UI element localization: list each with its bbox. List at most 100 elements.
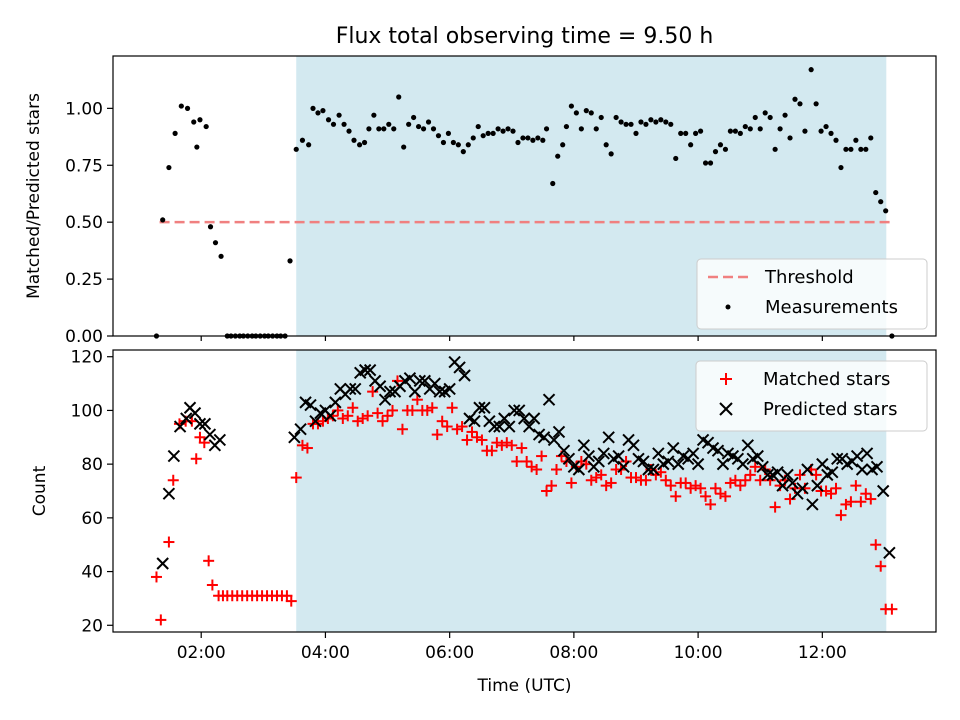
measurement-point [299,137,306,143]
measurement-point [184,105,191,111]
measurement-point [445,130,452,136]
matched-star-point [516,442,528,454]
matched-legend-label: Matched stars [763,369,890,390]
measurement-point [787,135,793,141]
matched-star-point [665,480,677,492]
predicted-star-point [597,447,610,460]
predicted-star-point [572,463,586,476]
predicted-star-point [751,449,764,463]
predicted-star-point [309,414,322,428]
predicted-star-point [557,444,571,457]
x-tick-label: 04:00 [301,643,350,663]
measurement-point [194,144,200,150]
x-tick-label: 12:00 [798,643,847,663]
measurement-point [525,135,531,141]
predicted-star-point [503,420,516,433]
measurement-point [722,146,729,152]
measurement-point [767,114,773,121]
matched-star-point [506,439,518,451]
predicted-star-point [796,482,809,495]
measurement-point [608,151,614,157]
predicted-star-point [193,417,207,431]
predicted-star-point [562,452,576,465]
top-legend-box [696,258,928,330]
measurement-point [320,108,326,114]
matched-star-point [754,474,766,486]
measurement-point [797,101,803,107]
predicted-star-point [488,420,501,433]
predicted-star-point [324,409,337,423]
predicted-star-point [378,393,392,406]
matched-stars-points [150,375,898,626]
predicted-star-point [642,463,655,476]
matched-star-point [784,493,796,505]
top-y-axis: 0.00 0.25 0.50 0.75 1.00 [65,99,113,347]
matched-star-point [845,496,857,508]
predicted-star-point [582,449,595,463]
matched-star-point [347,402,359,414]
measurement-point [450,139,456,146]
measurement-point [663,119,669,125]
matched-star-point [382,410,394,422]
matched-star-point [190,453,202,465]
measurement-point [306,142,312,148]
measurement-point [702,160,709,166]
bottom-y-axis: 20 40 60 80 100 120 [71,348,113,636]
measurement-point [782,112,788,118]
predicted-star-point [883,546,896,559]
predicted-legend-label: Predicted stars [763,399,897,420]
measurement-point [485,130,491,136]
matched-star-point [739,474,751,486]
y-tick-label: 60 [81,509,103,529]
predicted-star-point [156,557,169,570]
matched-star-point [541,485,553,497]
predicted-star-point [741,439,755,452]
measurement-point [757,126,763,132]
measurement-point [598,114,604,121]
measurement-point [411,114,417,121]
measurement-point [688,142,694,148]
predicted-star-point [542,393,556,406]
predicted-star-point [478,401,491,414]
measurement-point [425,119,432,125]
measurement-point [540,137,546,143]
predicted-star-point [418,374,432,388]
matched-star-point [700,490,712,502]
predicted-star-point [860,447,874,460]
top-plot-frame [112,55,937,337]
predicted-star-point [383,385,397,398]
matched-star-point [531,464,543,476]
measurement-point [873,189,879,196]
measurement-point [315,110,321,116]
plus-marker [720,373,732,385]
measurement-point [386,121,392,127]
predicted-star-point [513,404,526,417]
predicted-star-point [213,433,227,447]
predicted-star-point [652,447,665,460]
matched-star-point [825,488,837,500]
bottom-x-axis: 02:00 04:00 06:00 08:00 10:00 12:00 [177,632,847,663]
predicted-star-point [756,460,769,474]
matched-star-point [206,579,218,591]
matched-star-point [546,480,558,492]
measurement-point [415,123,422,130]
predicted-star-point [304,398,317,412]
y-tick-label: 80 [81,455,103,475]
measurement-point [310,105,316,111]
measurement-point [613,114,619,121]
predicted-star-point [552,425,566,439]
measurement-point [638,119,644,125]
measurement-point [678,130,684,136]
predicted-star-point [826,465,839,479]
measurement-point [603,142,609,148]
predicted-star-point [527,412,541,425]
predicted-star-point [403,371,417,385]
x-marker [719,402,733,416]
measurement-point [406,121,412,127]
predicted-star-point [672,457,685,471]
predicted-star-point [493,420,506,433]
predicted-star-point [831,452,844,465]
measurement-point [658,117,664,123]
predicted-star-point [647,463,660,476]
measurement-point [843,146,849,152]
